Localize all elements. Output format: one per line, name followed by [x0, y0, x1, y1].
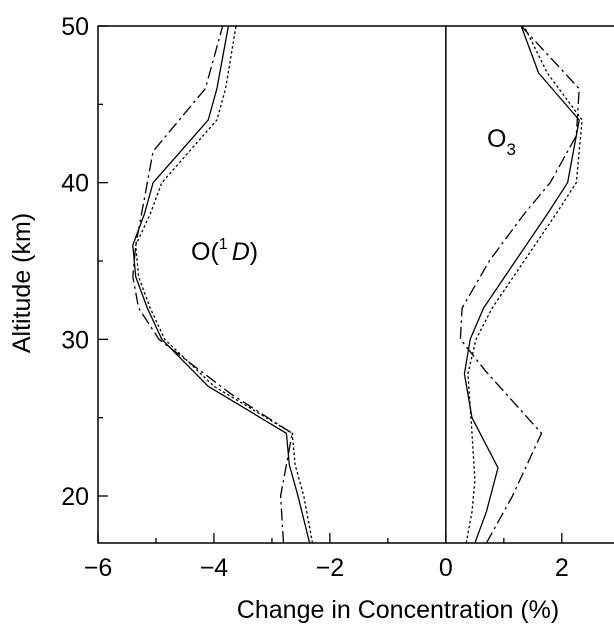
- species-label-o1d: O(1 D): [191, 236, 258, 266]
- y-axis-label: Altitude (km): [8, 213, 36, 353]
- y-tick-label: 50: [61, 13, 89, 41]
- x-tick-label: 2: [555, 554, 569, 582]
- species-label-o1d-pre: O(: [191, 238, 219, 266]
- x-tick-label: −6: [84, 554, 113, 582]
- y-tick-label: 40: [61, 170, 89, 198]
- species-label-o3-sub: 3: [506, 140, 515, 159]
- species-label-o1d-post: ): [250, 238, 258, 266]
- species-label-o3: O3: [487, 125, 516, 159]
- series-line-o1d-solid: [132, 25, 311, 544]
- species-label-o3-main: O: [487, 125, 506, 153]
- y-tick-label: 30: [61, 326, 89, 354]
- axis-layer: −6 −4 −2 0 2 20 30 40 50: [61, 13, 614, 582]
- series-line-o1d-dashdot: [132, 25, 293, 544]
- series-line-o3-solid: [463, 25, 580, 544]
- series-line-o3-dotted: [465, 25, 583, 544]
- series-line-o3-dashdot: [459, 25, 580, 544]
- x-tick-label: −4: [200, 554, 229, 582]
- x-axis-label: Change in Concentration (%): [237, 596, 559, 624]
- x-tick-label: 0: [439, 554, 453, 582]
- y-tick-label: 20: [61, 483, 89, 511]
- series-layer: [132, 25, 583, 544]
- x-tick-label: −2: [316, 554, 345, 582]
- series-line-o1d-dotted: [135, 25, 314, 544]
- species-label-o1d-ital: D: [232, 238, 250, 266]
- species-label-o1d-sup: 1: [219, 236, 228, 253]
- plot-frame: [97, 25, 614, 544]
